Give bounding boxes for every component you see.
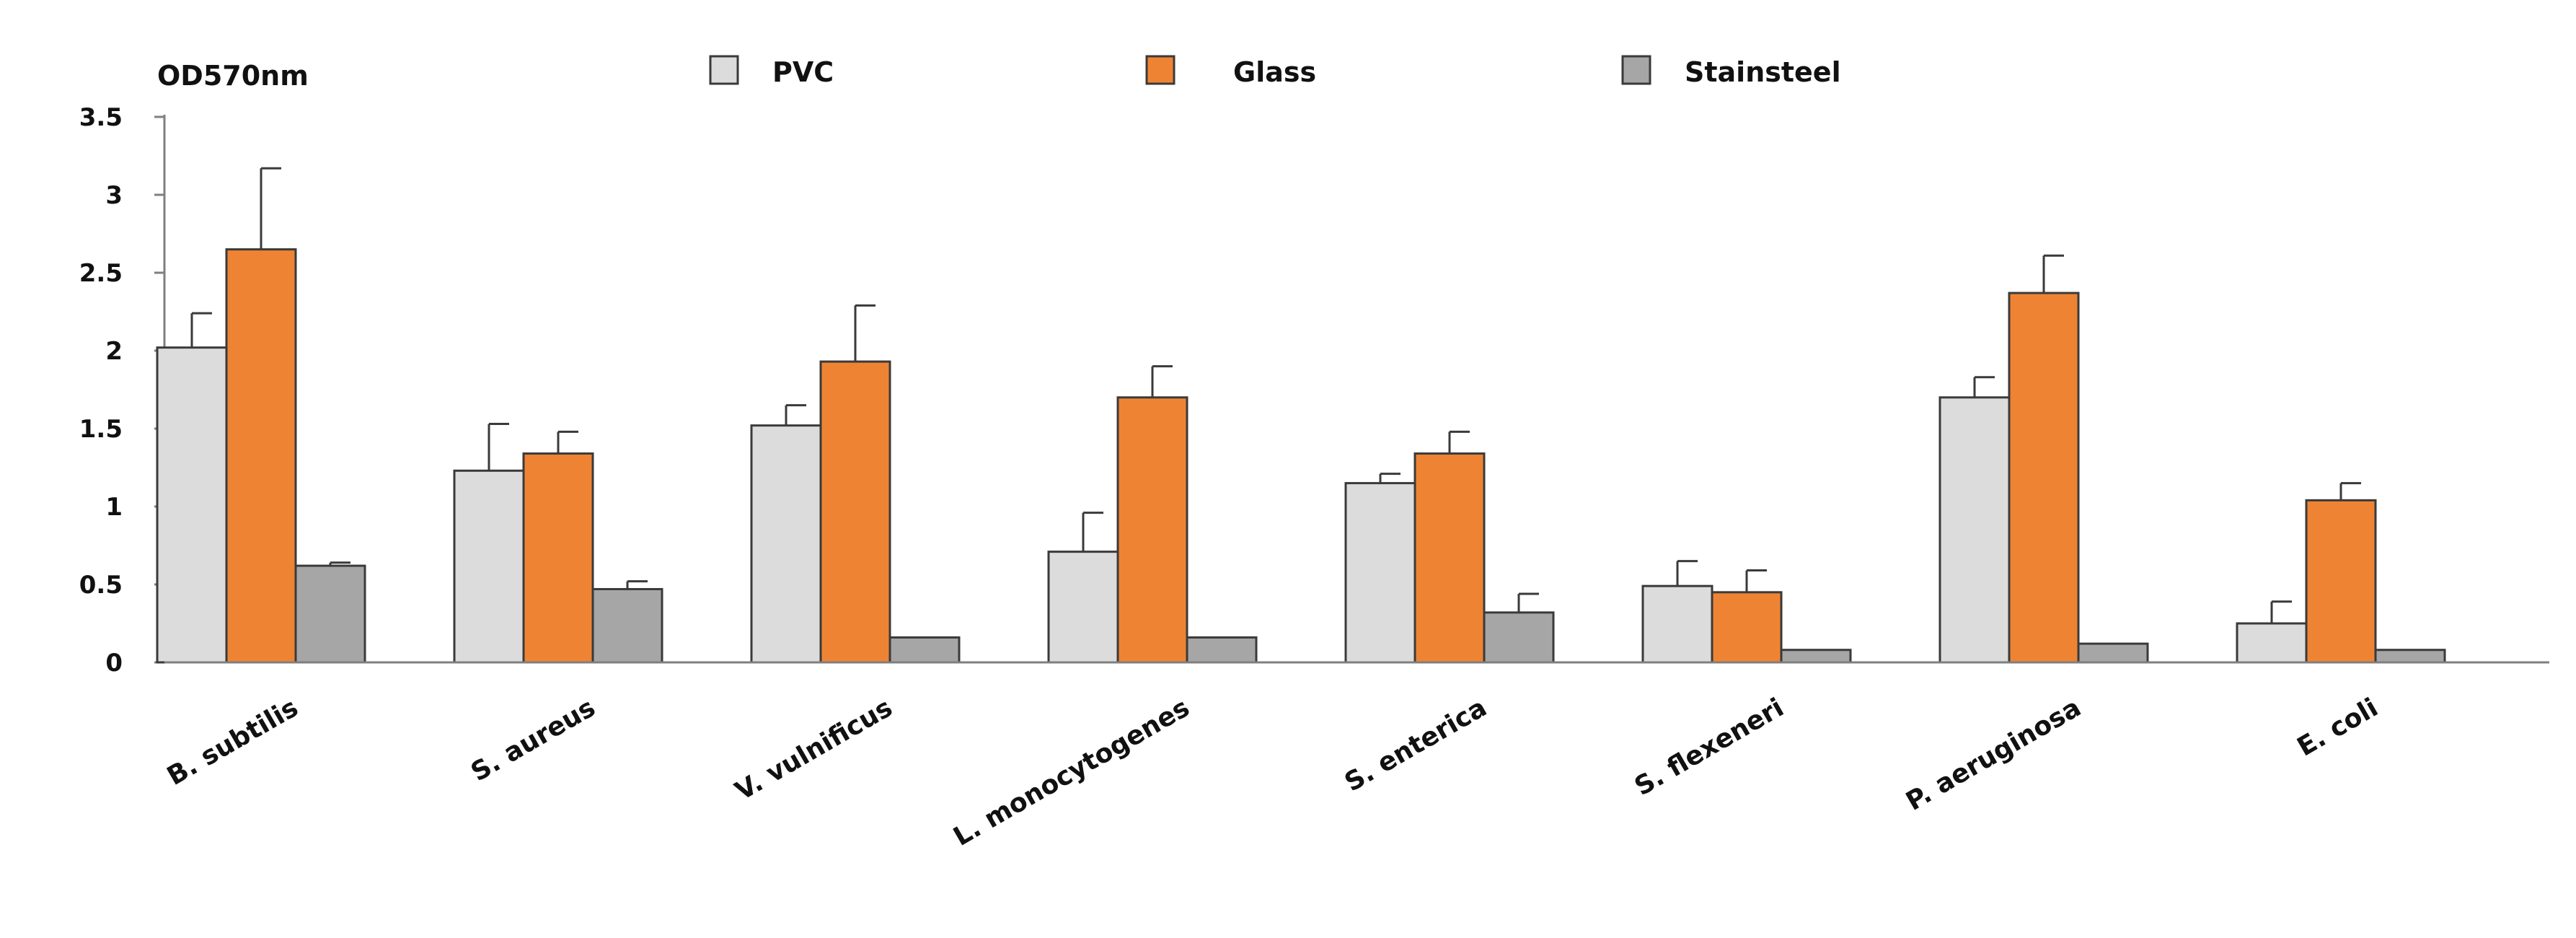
bar-glass-e-coli (2305, 499, 2377, 664)
bar-glass-s-enterica (1413, 452, 1486, 664)
x-axis: B. subtilis S. aureus V. vulnificus L. mono… (162, 661, 2549, 852)
bar-pvc-e-coli (2236, 622, 2308, 664)
x-tick-label: S. enterica (1340, 693, 1492, 797)
y-tick-label: 1.5 (79, 415, 123, 444)
x-tick-label: P. aeruginosa (1901, 693, 2086, 817)
bar-stainsteel-s-flexeneri (1780, 649, 1852, 664)
bar-stainsteel-b-subtilis (294, 564, 366, 664)
bar-stainsteel-v-vulnificus (888, 636, 961, 664)
x-tick-label: L. monocytogenes (948, 693, 1194, 852)
bar-pvc-v-vulnificus (750, 424, 822, 664)
bar-stainsteel-p-aeruginosa (2077, 642, 2149, 664)
x-tick-label: V. vulnificus (731, 693, 898, 806)
x-tick-label: S. aureus (466, 693, 600, 787)
bar-glass-v-vulnificus (819, 360, 891, 664)
bar-pvc-s-aureus (453, 469, 525, 664)
bar-pvc-p-aeruginosa (1938, 396, 2011, 664)
bar-pvc-s-flexeneri (1641, 584, 1713, 664)
legend-swatch-glass (1145, 55, 1175, 85)
y-tick-label: 0.5 (79, 571, 123, 600)
y-tick-label: 3 (105, 181, 123, 210)
bar-pvc-s-enterica (1344, 482, 1416, 664)
x-tick-label: E. coli (2293, 693, 2383, 762)
bar-stainsteel-s-aureus (591, 587, 663, 664)
legend-swatch-pvc (709, 55, 739, 85)
y-axis: 0 0.5 1 1.5 2 2.5 3 3.5 (79, 103, 166, 678)
bar-glass-b-subtilis (225, 248, 297, 664)
legend-label-glass: Glass (1233, 56, 1316, 88)
y-tick-label: 3.5 (79, 103, 123, 132)
y-axis-label: OD570nm (157, 60, 309, 92)
bar-pvc-b-subtilis (156, 346, 228, 664)
legend-label-pvc: PVC (772, 56, 834, 88)
bar-glass-p-aeruginosa (2008, 292, 2080, 664)
bar-glass-l-monocytogenes (1116, 396, 1188, 664)
legend-swatch-stainsteel (1621, 55, 1651, 85)
bar-glass-s-aureus (522, 452, 594, 664)
bar-pvc-l-monocytogenes (1047, 551, 1119, 664)
y-tick-label: 0 (105, 649, 123, 678)
bar-glass-s-flexeneri (1711, 591, 1783, 664)
x-tick-label: B. subtilis (162, 693, 304, 792)
bar-stainsteel-s-enterica (1483, 611, 1555, 664)
y-tick-label: 2 (105, 337, 123, 366)
bar-stainsteel-e-coli (2374, 649, 2446, 664)
y-tick-label: 2.5 (79, 259, 123, 288)
x-tick-label: S. flexeneri (1630, 693, 1789, 802)
y-tick-label: 1 (105, 493, 123, 522)
bars (156, 167, 2446, 664)
legend-label-stainsteel: Stainsteel (1685, 56, 1841, 88)
bar-stainsteel-l-monocytogenes (1186, 636, 1258, 664)
legend: PVC Glass Stainsteel (709, 55, 1841, 88)
